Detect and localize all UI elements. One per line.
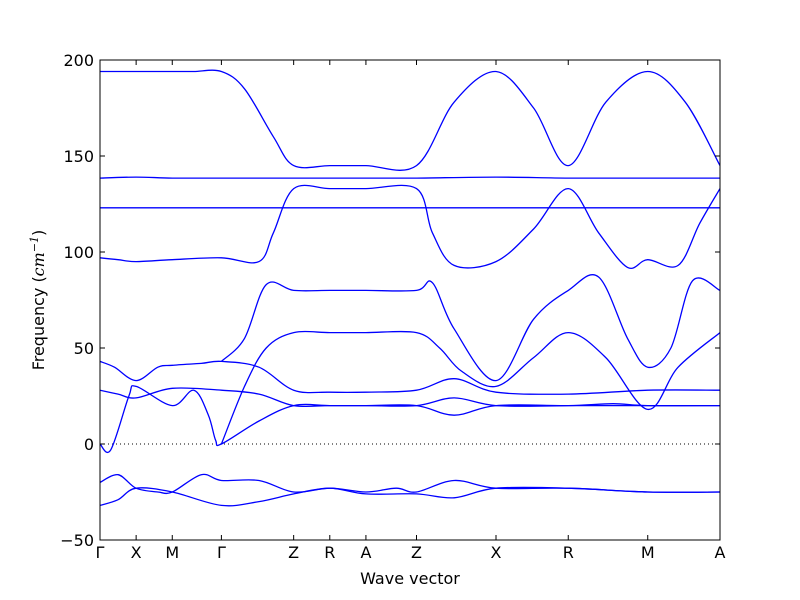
band-line-6	[220, 330, 720, 445]
band-line-4	[100, 184, 720, 269]
x-tick-label: M	[641, 543, 655, 562]
x-tick-label: A	[715, 543, 726, 562]
x-tick-label: R	[324, 543, 335, 562]
y-tick-label: 0	[84, 435, 94, 454]
band-line-5	[220, 274, 720, 382]
band-line-2	[100, 176, 720, 179]
y-axis-label-open-paren: (	[29, 276, 48, 287]
band-line-7	[100, 360, 720, 395]
x-tick-label: X	[131, 543, 142, 562]
y-axis-label: Frequency (cm−1)	[28, 230, 49, 371]
x-tick-label: A	[360, 543, 371, 562]
y-tick-label: 50	[74, 339, 94, 358]
band-line-1	[100, 69, 720, 171]
x-tick-label: Z	[288, 543, 299, 562]
x-tick-label: Z	[411, 543, 422, 562]
y-axis-label-text: Frequency	[29, 288, 48, 371]
series-layer	[100, 69, 720, 507]
y-axis-label-close-paren: )	[29, 230, 48, 236]
y-ticks: −50 0 50 100 150 200	[60, 51, 720, 550]
plot-frame	[99, 59, 721, 541]
y-tick-label: 200	[63, 51, 94, 70]
band-line-11	[100, 486, 720, 507]
y-tick-label: 100	[63, 243, 94, 262]
band-line-9	[100, 385, 720, 454]
x-tick-label: R	[563, 543, 574, 562]
x-tick-label: M	[165, 543, 179, 562]
x-tick-label: Γ	[96, 543, 105, 562]
y-axis-label-unit: cm	[29, 252, 48, 276]
y-tick-label: 150	[63, 147, 94, 166]
x-tick-label: X	[491, 543, 502, 562]
y-axis-label-unit-exponent: −1	[28, 236, 41, 252]
x-tick-label: Γ	[217, 543, 226, 562]
y-tick-label: −50	[60, 531, 94, 550]
x-axis-label: Wave vector	[360, 569, 460, 588]
